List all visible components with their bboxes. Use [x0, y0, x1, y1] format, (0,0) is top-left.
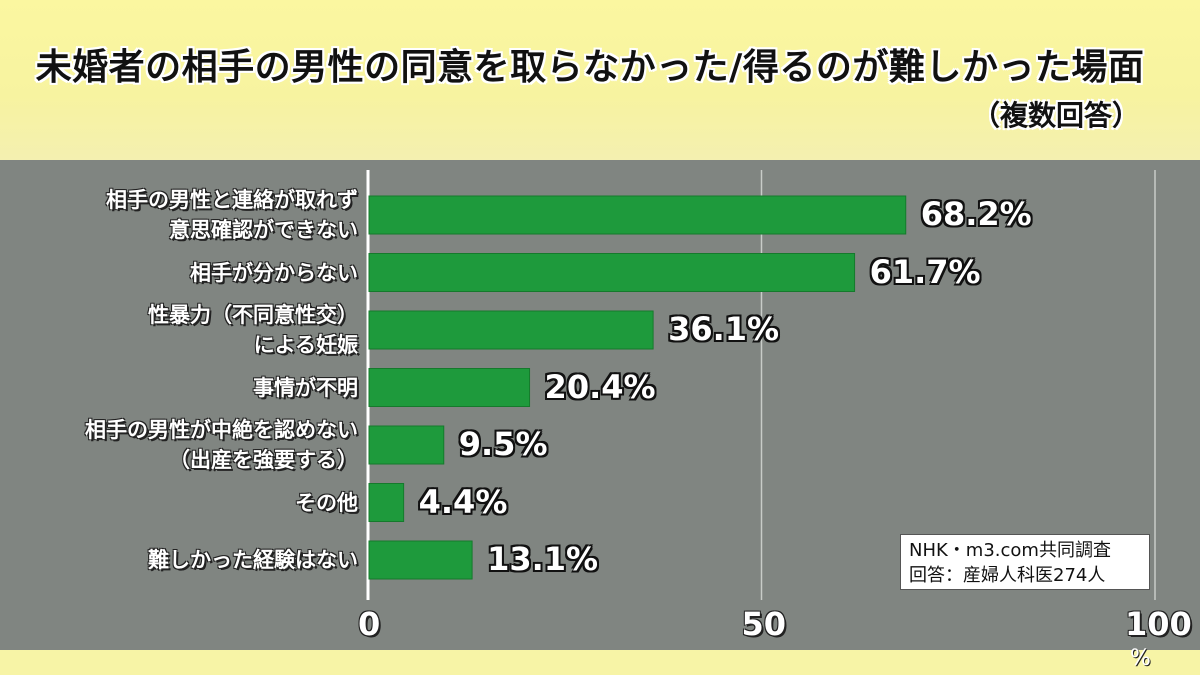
data-label: 20.4%: [544, 367, 656, 406]
data-label: 61.7%: [869, 252, 981, 291]
source-line-2: 回答：産婦人科医274人: [909, 565, 1106, 586]
data-label: 36.1%: [668, 310, 780, 348]
data-label: 13.1%: [487, 540, 599, 578]
x-tick-label: 0: [358, 605, 381, 643]
data-label: 9.5%: [458, 425, 548, 463]
category-label: 事情が不明: [253, 375, 358, 400]
category-label: その他: [295, 490, 358, 515]
chart-subtitle: （複数回答）: [971, 99, 1140, 132]
bar: [368, 195, 907, 235]
source-line-1: NHK・m3.com共同調査: [909, 540, 1111, 561]
x-tick-label: 100: [1125, 605, 1192, 643]
bar: [368, 540, 473, 580]
category-label: 相手の男性と連絡が取れず 意思確認ができない: [106, 188, 358, 242]
bar: [368, 483, 405, 522]
data-label: 4.4%: [418, 482, 508, 521]
header-band: 未婚者の相手の男性の同意を取らなかった/得るのが難しかった場面 （複数回答）: [0, 0, 1200, 160]
category-label: 相手が分からない: [190, 260, 358, 285]
bar: [368, 253, 856, 292]
category-label: 性暴力（不同意性交） による妊娠: [148, 303, 358, 357]
bar: [368, 368, 531, 407]
bar: [368, 310, 654, 350]
chart-title: 未婚者の相手の男性の同意を取らなかった/得るのが難しかった場面: [35, 47, 1145, 88]
bar: [368, 425, 445, 465]
x-tick-label: 50: [741, 605, 787, 643]
x-unit-label: %: [1130, 646, 1151, 671]
category-label: 難しかった経験はない: [148, 548, 358, 572]
data-label: 68.2%: [920, 195, 1032, 233]
category-label: 相手の男性が中絶を認めない （出産を強要する）: [85, 418, 358, 472]
source-note: NHK・m3.com共同調査 回答：産婦人科医274人: [900, 534, 1150, 590]
